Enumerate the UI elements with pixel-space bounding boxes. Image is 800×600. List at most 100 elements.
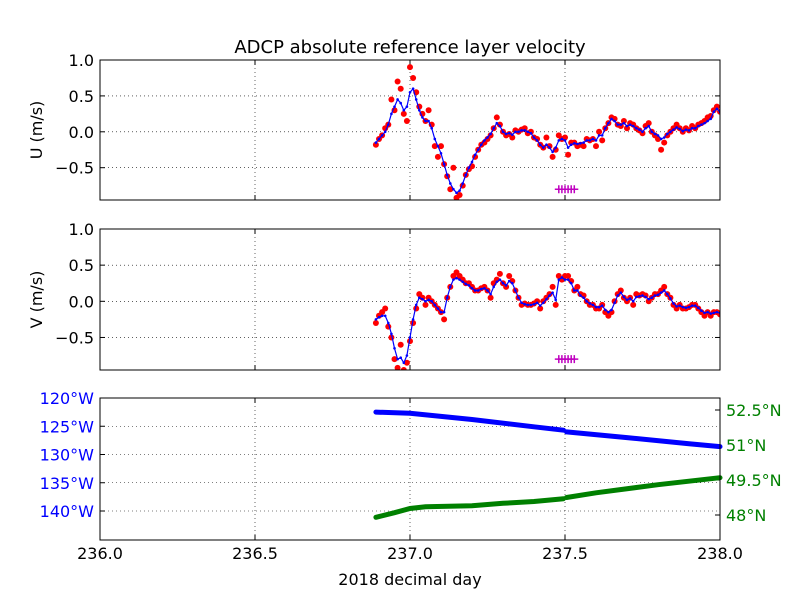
v-panel-filtered-point xyxy=(445,296,449,299)
v-panel-filtered-point xyxy=(396,357,399,361)
u-panel-filtered-point xyxy=(563,139,567,142)
v-panel-marker-plus xyxy=(570,355,579,364)
v-panel-filtered-point xyxy=(576,289,579,292)
u-panel-filtered-point xyxy=(687,129,691,132)
v-panel-filtered-point xyxy=(712,311,716,315)
v-panel-filtered-point xyxy=(402,361,406,365)
v-panel-filtered-point xyxy=(697,306,700,310)
u-panel-filtered-point xyxy=(495,121,499,125)
u-panel-raw-point xyxy=(450,164,457,171)
u-panel-filtered-point xyxy=(427,119,430,123)
v-panel-filtered-point xyxy=(538,304,542,307)
u-panel-filtered-point xyxy=(449,182,452,185)
v-panel-filtered-point xyxy=(579,294,582,297)
v-panel-filtered-line xyxy=(375,276,720,365)
v-panel-filtered-point xyxy=(647,297,650,301)
u-panel-raw-point xyxy=(372,141,379,148)
u-panel-raw-point xyxy=(434,153,441,160)
u-panel-filtered-point xyxy=(411,87,415,91)
v-panel-filtered-point xyxy=(449,285,452,289)
v-panel-raw-point xyxy=(661,283,668,290)
v-panel-filtered-point xyxy=(430,300,434,303)
v-panel-filtered-point xyxy=(619,291,623,294)
v-panel-filtered-point xyxy=(467,284,471,287)
position-panel-frame xyxy=(99,397,721,541)
v-panel-filtered-point xyxy=(662,289,666,292)
u-panel-filtered-point xyxy=(480,143,483,147)
u-panel-filtered-point xyxy=(377,137,381,141)
u-panel-raw-point xyxy=(534,135,541,142)
u-panel-filtered-point xyxy=(678,127,681,131)
u-panel-filtered-point xyxy=(414,98,418,101)
u-panel-raw-point xyxy=(431,143,438,150)
v-panel-raw-point xyxy=(394,364,401,370)
v-panel-filtered-point xyxy=(656,293,660,297)
v-panel-filtered-point xyxy=(672,302,675,305)
v-panel-filtered-point xyxy=(625,298,629,302)
v-panel-raw-point xyxy=(617,287,624,294)
v-panel-raw-point xyxy=(422,301,429,308)
v-panel-filtered-point xyxy=(461,280,465,284)
u-panel-raw-point xyxy=(438,143,444,150)
u-panel-filtered-point xyxy=(684,128,688,131)
v-panel-filtered-point xyxy=(666,292,669,296)
u-panel-filtered-point xyxy=(511,133,514,136)
v-panel-filtered-point xyxy=(507,279,511,283)
u-panel-filtered-point xyxy=(492,126,496,130)
v-panel-filtered-point xyxy=(700,309,703,313)
u-panel-filtered-point xyxy=(625,124,629,128)
u-panel-filtered-point xyxy=(408,91,412,94)
u-panel-filtered-point xyxy=(604,126,607,130)
u-panel-raw-point xyxy=(580,143,587,150)
v-panel-filtered-point xyxy=(377,315,381,319)
longitude-tick-label: 135°W xyxy=(40,474,95,493)
v-panel-filtered-point xyxy=(486,289,489,292)
u-panel-filtered-point xyxy=(569,143,573,147)
v-panel-raw-point xyxy=(552,301,559,308)
v-panel-filtered-point xyxy=(408,336,412,339)
v-panel-y-tick-label: −0.5 xyxy=(55,328,94,347)
u-panel-filtered-point xyxy=(504,132,508,136)
u-panel-filtered-point xyxy=(709,117,712,121)
u-panel-filtered-point xyxy=(662,136,666,139)
latitude-tick-label: 48°N xyxy=(726,506,766,525)
u-panel-filtered-point xyxy=(631,124,635,128)
v-panel-filtered-point xyxy=(545,297,548,301)
v-panel-filtered-point xyxy=(492,285,496,289)
x-tick-label: 237.0 xyxy=(387,544,433,563)
v-panel-raw-point xyxy=(441,316,448,323)
u-panel-filtered-point xyxy=(387,123,390,126)
v-panel-filtered-point xyxy=(511,281,514,285)
u-panel-raw-point xyxy=(661,139,668,146)
u-panel-filtered-point xyxy=(538,143,542,147)
u-panel-raw-point xyxy=(599,137,606,144)
u-panel-filtered-point xyxy=(613,119,616,123)
u-panel-filtered-point xyxy=(557,139,561,142)
v-panel-filtered-point xyxy=(566,278,570,281)
u-panel-raw-point xyxy=(425,107,432,114)
u-panel-filtered-point xyxy=(659,137,663,141)
v-panel-filtered-point xyxy=(476,289,480,292)
u-panel-filtered-point xyxy=(433,137,437,141)
u-panel-filtered-point xyxy=(600,134,604,137)
x-tick-label: 238.0 xyxy=(697,544,743,563)
u-panel-y-axis-label: U (m/s) xyxy=(27,101,46,160)
u-panel-raw-point xyxy=(543,134,550,141)
u-panel-filtered-point xyxy=(452,187,455,191)
u-panel-filtered-point xyxy=(554,146,557,149)
u-panel-filtered-point xyxy=(693,126,697,130)
v-panel-filtered-point xyxy=(588,302,592,305)
v-panel-raw-point xyxy=(537,305,544,312)
v-panel-filtered-point xyxy=(557,278,561,281)
v-panel-raw-point xyxy=(546,291,553,298)
v-panel-filtered-point xyxy=(520,301,523,305)
u-panel-filtered-point xyxy=(467,166,471,169)
v-panel-filtered-point xyxy=(631,300,635,303)
u-panel-filtered-point xyxy=(715,107,719,111)
u-panel-filtered-point xyxy=(383,130,387,134)
u-panel-y-tick-label: −0.5 xyxy=(55,159,94,178)
v-panel-raw-point xyxy=(506,273,513,279)
v-panel-filtered-point xyxy=(480,287,483,291)
u-panel-filtered-point xyxy=(390,112,393,116)
